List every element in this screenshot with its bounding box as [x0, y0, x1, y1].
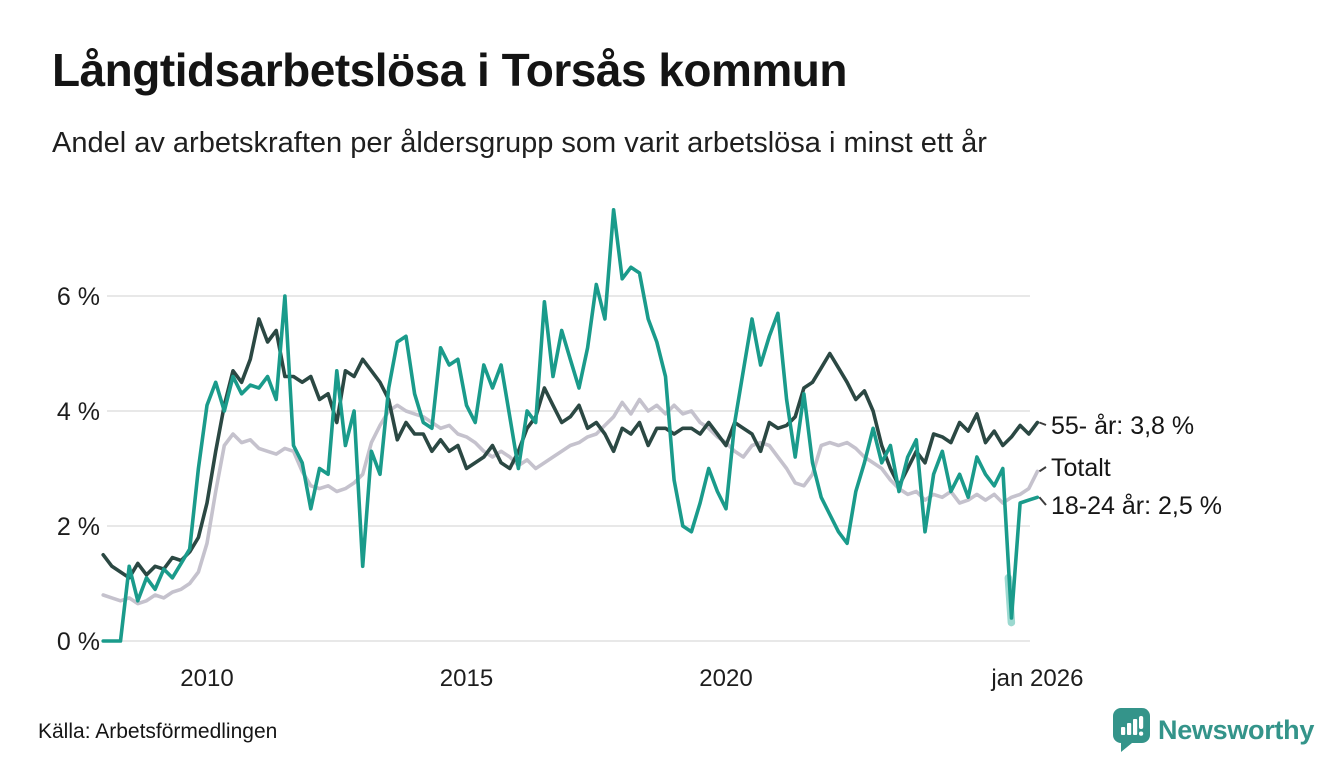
- leader-line: [1038, 466, 1047, 473]
- bar-chart-pin-icon: [1113, 708, 1150, 752]
- leader-line: [1039, 421, 1047, 426]
- y-axis-tick-label: 6 %: [57, 283, 100, 311]
- x-axis-tick-label: jan 2026: [990, 665, 1083, 692]
- source-note: Källa: Arbetsförmedlingen: [38, 720, 278, 743]
- x-axis-tick-label: 2010: [180, 665, 233, 692]
- newsworthy-logo: Newsworthy: [1113, 708, 1315, 752]
- y-axis-tick-label: 4 %: [57, 398, 100, 426]
- y-axis-tick-label: 2 %: [57, 513, 100, 541]
- series-end-label-55plus: 55- år: 3,8 %: [1051, 412, 1194, 440]
- x-axis-tick-label: 2020: [699, 665, 752, 692]
- leader-line: [1038, 496, 1047, 506]
- newsworthy-wordmark: Newsworthy: [1158, 714, 1315, 745]
- series-line-18-24: [101, 208, 1040, 643]
- chart-title: Långtidsarbetslösa i Torsås kommun: [52, 44, 848, 96]
- series-line-55plus: [101, 317, 1040, 580]
- series-line-totalt: [101, 397, 1040, 606]
- series-end-label-18-24: 18-24 år: 2,5 %: [1051, 492, 1222, 520]
- x-axis-tick-label: 2015: [440, 665, 493, 692]
- series-end-label-totalt: Totalt: [1051, 454, 1111, 482]
- y-axis-tick-label: 0 %: [57, 628, 100, 656]
- chart-subtitle: Andel av arbetskraften per åldersgrupp s…: [52, 127, 987, 159]
